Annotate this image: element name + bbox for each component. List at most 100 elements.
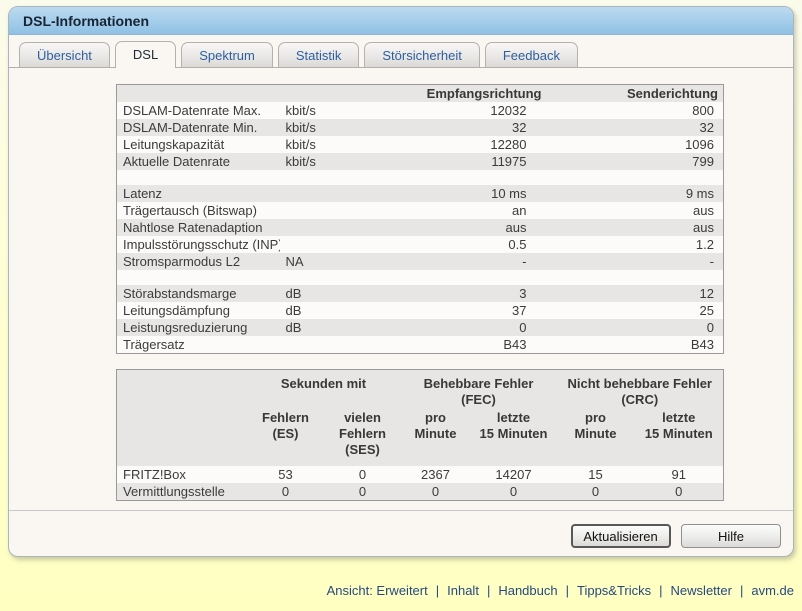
value-upstream: 9 ms [685,186,714,201]
row-unit [280,170,362,185]
spacer-row [116,170,724,185]
value-downstream: 32 [512,120,527,135]
error-value: 0 [431,484,440,499]
row-label: Vermittlungsstelle [123,484,225,499]
footer-link-inhalt[interactable]: Inhalt [447,583,479,598]
value-downstream: 12032 [490,103,527,118]
tab-feedback[interactable]: Feedback [484,42,578,67]
link-separator: | [486,583,491,598]
value-upstream: 799 [692,154,714,169]
value-downstream [362,270,547,285]
table-gap [116,354,793,369]
error-value: 0 [281,484,290,499]
error-value: 91 [671,467,686,482]
footer-link-avm-de[interactable]: avm.de [751,583,794,598]
row-unit: dB [285,286,302,301]
error-value: 0 [591,484,600,499]
error-counters-table: Sekunden mit Behebbare Fehler (FEC) Nich… [116,369,725,501]
error-value: 2367 [421,467,450,482]
footer-link-newsletter[interactable]: Newsletter [670,583,732,598]
row-unit [280,236,362,253]
error-value: 0 [358,467,367,482]
tab-spektrum[interactable]: Spektrum [181,42,273,67]
value-downstream: 11975 [491,154,527,169]
tab-bar: Übersicht DSL Spektrum Statistik Störsicherh… [9,35,793,68]
table-row-leitungsdampfung: Leitungsdämpfung dB 37 25 [116,302,724,319]
row-label: Latenz [123,186,163,201]
error-value: 15 [588,467,603,482]
content-area: Empfangsrichtung Senderichtung DSLAM-Dat… [9,68,793,510]
tab-storsicherheit[interactable]: Störsicherheit [364,42,480,67]
table-row-latenz: Latenz 10 ms 9 ms [116,185,724,202]
row-unit [280,336,362,354]
column-header-fec-last-15min: letzte 15 Minuten [479,410,548,441]
help-button[interactable]: Hilfe [681,524,781,548]
dsl-info-window: DSL-Informationen Übersicht DSL Spektrum St… [8,6,794,557]
value-downstream: 12280 [490,137,527,152]
link-separator: | [435,583,440,598]
value-downstream: an [512,203,527,218]
error-value: 0 [358,484,367,499]
table-row-vermittlungsstelle: Vermittlungsstelle 0 0 0 0 0 0 [116,483,724,501]
row-label: Trägertausch (Bitswap) [123,203,257,218]
value-upstream: aus [693,203,714,218]
value-upstream: aus [693,220,714,235]
column-header-crc-last-15min: letzte 15 Minuten [644,410,713,441]
error-value: 14207 [495,467,532,482]
row-unit: kbit/s [285,103,316,118]
error-value: 0 [509,484,518,499]
empty-header-cell [117,370,247,410]
value-upstream: 12 [699,286,714,301]
empty-header-cell [280,85,362,103]
row-unit: NA [285,254,304,269]
empty-header-cell [117,85,280,103]
row-label: Stromsparmodus L2 [123,254,241,269]
dsl-parameters-table: Empfangsrichtung Senderichtung DSLAM-Dat… [116,84,724,354]
button-bar: Aktualisieren Hilfe [9,510,793,556]
row-unit [280,270,362,285]
row-unit: dB [285,303,302,318]
value-downstream: 10 ms [491,186,527,201]
row-label: FRITZ!Box [123,467,186,482]
footer-links: Ansicht: Erweitert | Inhalt | Handbuch | Tipps… [0,583,794,598]
table-row-dslam-datenrate-min: DSLAM-Datenrate Min. kbit/s 32 32 [116,119,724,136]
table-row-leitungskapazitat: Leitungskapazität kbit/s 12280 1096 [116,136,724,153]
link-separator: | [739,583,744,598]
table-row-stromsparmodus-l2: Stromsparmodus L2 NA - - [116,253,724,270]
footer-link-ansicht-erweitert[interactable]: Ansicht: Erweitert [326,583,428,598]
column-header-fec-per-minute: pro Minute [414,410,457,441]
row-unit: kbit/s [285,137,316,152]
table-row-dslam-datenrate-max: DSLAM-Datenrate Max. kbit/s 12032 800 [116,102,724,119]
value-upstream: B43 [690,337,714,352]
link-separator: | [565,583,569,598]
footer-link-handbuch[interactable]: Handbuch [498,583,558,598]
tab-statistik[interactable]: Statistik [277,42,360,67]
empty-header-cell [117,409,247,466]
value-upstream: - [709,254,714,269]
value-downstream [362,170,547,185]
value-upstream [547,270,724,285]
value-upstream: 1.2 [695,237,714,252]
value-downstream: 0 [519,320,527,335]
table-row-aktuelle-datenrate: Aktuelle Datenrate kbit/s 11975 799 [116,153,724,170]
value-downstream: aus [505,220,527,235]
row-label: Störabstandsmarge [123,286,237,301]
column-header-upstream: Senderichtung [626,86,718,101]
table-row-fritz-box: FRITZ!Box 53 0 2367 14207 15 91 [116,466,724,483]
table-row-tragertausch-bitswap: Trägertausch (Bitswap) an aus [116,202,724,219]
page-title: DSL-Informationen [23,12,149,29]
value-upstream [547,170,724,185]
row-label: DSLAM-Datenrate Max. [123,103,261,118]
row-unit [280,185,362,202]
value-upstream: 32 [699,120,714,135]
tab-ubersicht[interactable]: Übersicht [19,42,110,67]
value-downstream: 0.5 [508,237,527,252]
column-header-ses: vielen Fehlern (SES) [339,410,386,457]
footer-link-tipps-tricks[interactable]: Tipps&Tricks [577,583,652,598]
refresh-button[interactable]: Aktualisieren [570,524,671,548]
error-table-sub-header-row: Fehlern (ES) vielen Fehlern (SES) pro Mi… [116,409,724,466]
tab-dsl[interactable]: DSL [114,41,177,68]
table-row-tragersatz: Trägersatz B43 B43 [116,336,724,354]
row-label: Aktuelle Datenrate [123,154,230,169]
